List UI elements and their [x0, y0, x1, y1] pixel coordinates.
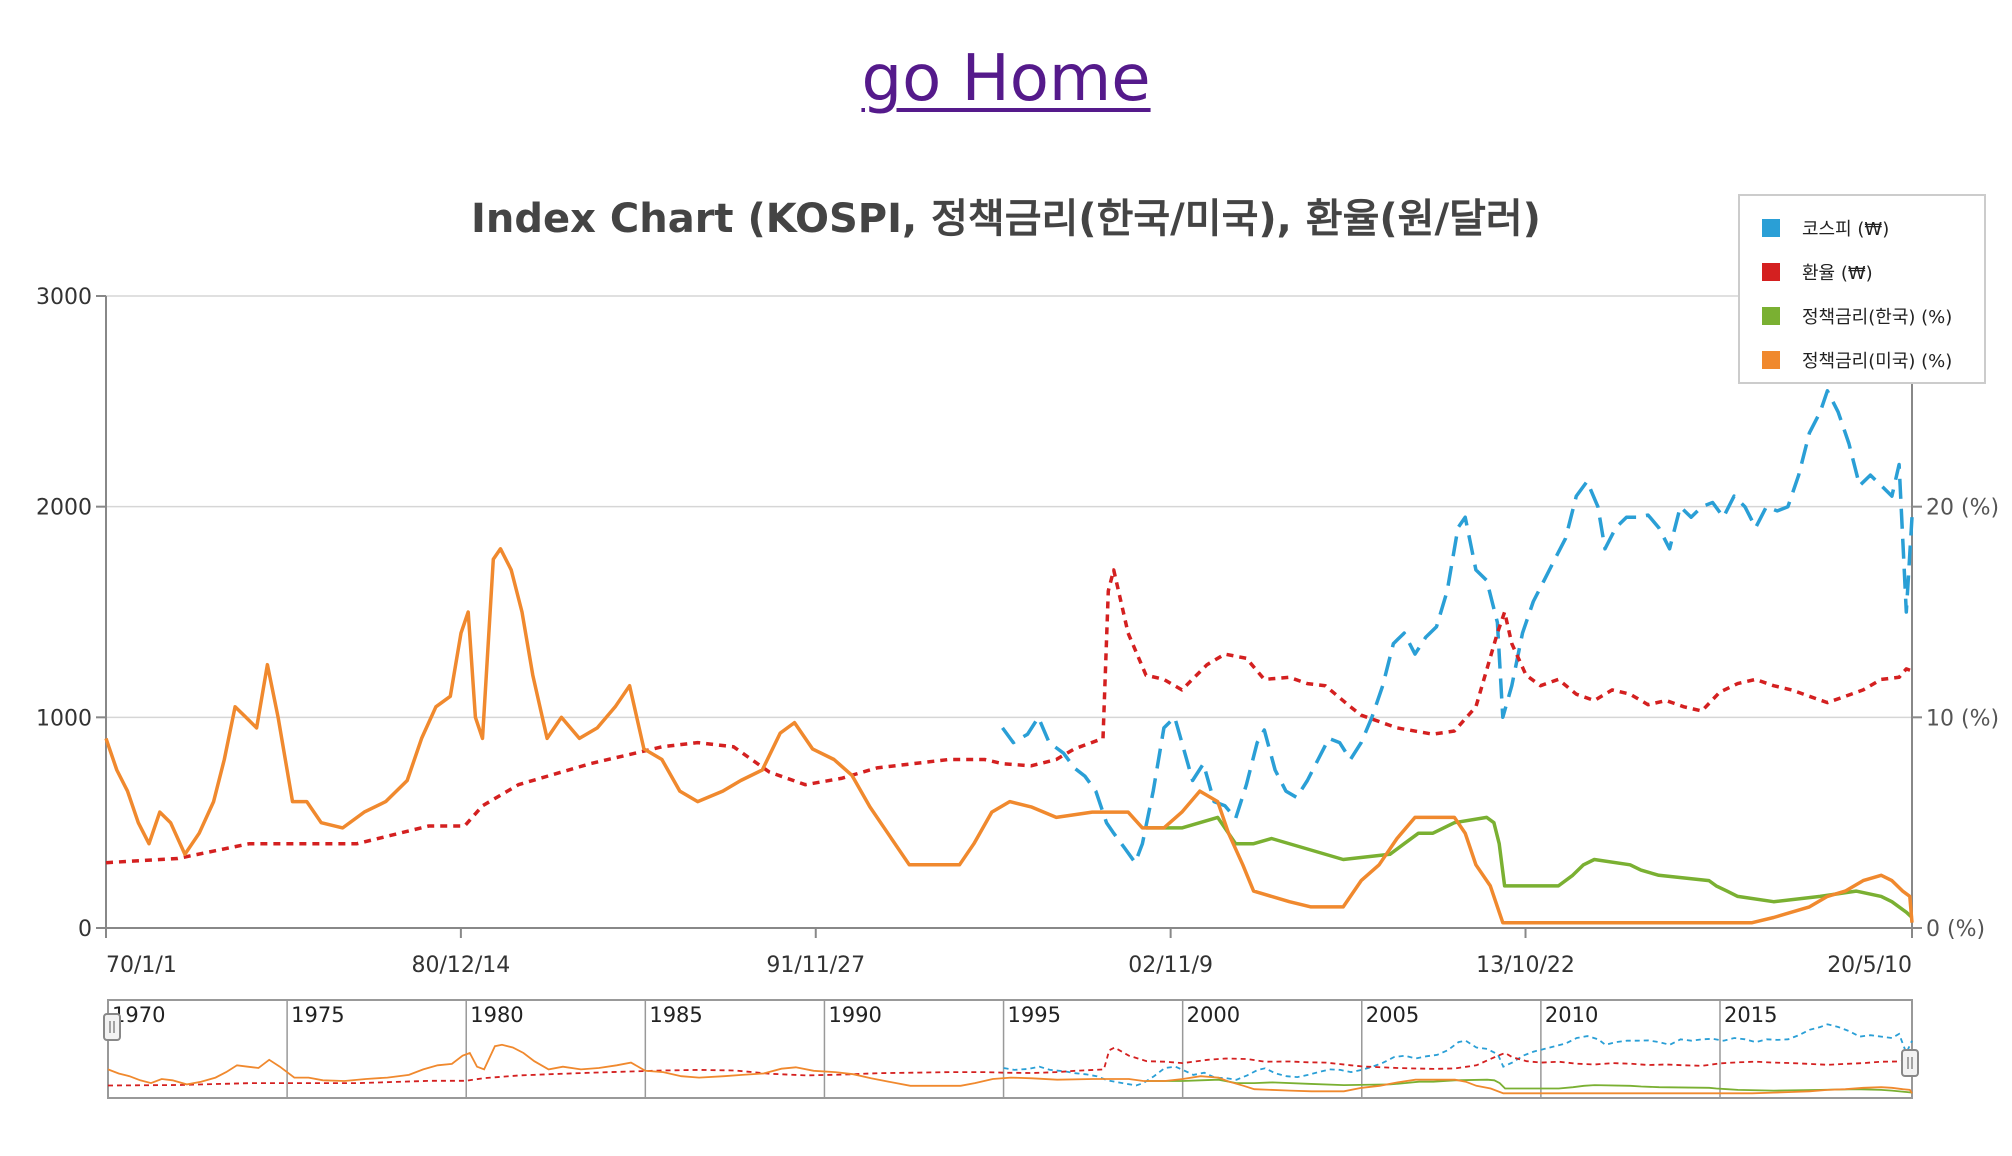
chart-title: Index Chart (KOSPI, 정책금리(한국/미국), 환율(원/달러… — [471, 196, 1541, 242]
navigator-year-label: 1975 — [291, 1003, 344, 1027]
y-right-tick-label: 20 (%) — [1926, 496, 1999, 521]
navigator-year-label: 1985 — [649, 1003, 702, 1027]
navigator-series-2 — [1146, 1078, 1913, 1094]
legend-label: 정책금리(한국) (%) — [1802, 307, 1953, 328]
series-layer — [104, 389, 1914, 925]
y-left-tick-label: 0 — [78, 917, 92, 942]
y-right-tick-label: 10 (%) — [1926, 706, 1999, 731]
legend-swatch-exchange-rate — [1762, 263, 1780, 281]
y-right-tick-label: 0 (%) — [1926, 917, 1985, 942]
legend-swatch-kospi — [1762, 219, 1780, 237]
x-tick-label: 80/12/14 — [411, 953, 510, 978]
series-line-0 — [1001, 389, 1914, 865]
x-tick-label: 20/5/10 — [1827, 953, 1912, 978]
x-tick-label: 13/10/22 — [1476, 953, 1575, 978]
x-tick-label: 91/11/27 — [766, 953, 865, 978]
navigator-series-0 — [1003, 1023, 1913, 1087]
x-tick-label: 02/11/9 — [1128, 953, 1213, 978]
legend-item-exchange-rate[interactable]: 환율 (₩) — [1762, 260, 1873, 284]
navigator-year-label: 1990 — [828, 1003, 881, 1027]
grid-lines — [106, 295, 1912, 929]
navigator-year-label: 2015 — [1724, 1003, 1777, 1027]
legend-item-us-rate[interactable]: 정책금리(미국) (%) — [1762, 348, 1952, 372]
legend-label: 코스피 (₩) — [1802, 219, 1890, 240]
navigator: 1970 1975 1980 1985 1990 1995 2000 2005 2010 2015 — [103, 999, 1919, 1099]
legend-item-kospi[interactable]: 코스피 (₩) — [1762, 216, 1889, 240]
axes: 0 1000 2000 3000 0 (%) 10 (%) 20 (%) 70/1/1 80/1… — [36, 285, 1999, 978]
legend-label: 정책금리(미국) (%) — [1802, 351, 1953, 372]
legend-item-korea-rate[interactable]: 정책금리(한국) (%) — [1762, 304, 1952, 328]
y-left-tick-label: 3000 — [36, 285, 92, 310]
navigator-left-handle[interactable] — [103, 1013, 121, 1041]
x-tick-label: 70/1/1 — [106, 953, 177, 978]
legend: 코스피 (₩) 환율 (₩) 정책금리(한국) (%) 정책금리(미국) (%) — [1738, 194, 1986, 384]
y-left-tick-label: 1000 — [36, 706, 92, 731]
navigator-year-label: 2005 — [1366, 1003, 1419, 1027]
navigator-series-3 — [107, 1043, 1913, 1095]
series-line-3 — [104, 547, 1914, 925]
navigator-right-handle[interactable] — [1901, 1049, 1919, 1077]
legend-swatch-korea-rate — [1762, 307, 1780, 325]
go-home-link[interactable]: go Home — [861, 42, 1151, 116]
y-left-tick-label: 2000 — [36, 496, 92, 521]
navigator-year-label: 1995 — [1008, 1003, 1061, 1027]
series-line-2 — [1146, 815, 1914, 919]
navigator-year-label: 1980 — [470, 1003, 523, 1027]
series-line-1 — [105, 568, 1913, 865]
legend-swatch-us-rate — [1762, 351, 1780, 369]
legend-label: 환율 (₩) — [1802, 263, 1873, 284]
navigator-year-label: 2000 — [1187, 1003, 1240, 1027]
navigator-year-label: 2010 — [1545, 1003, 1598, 1027]
